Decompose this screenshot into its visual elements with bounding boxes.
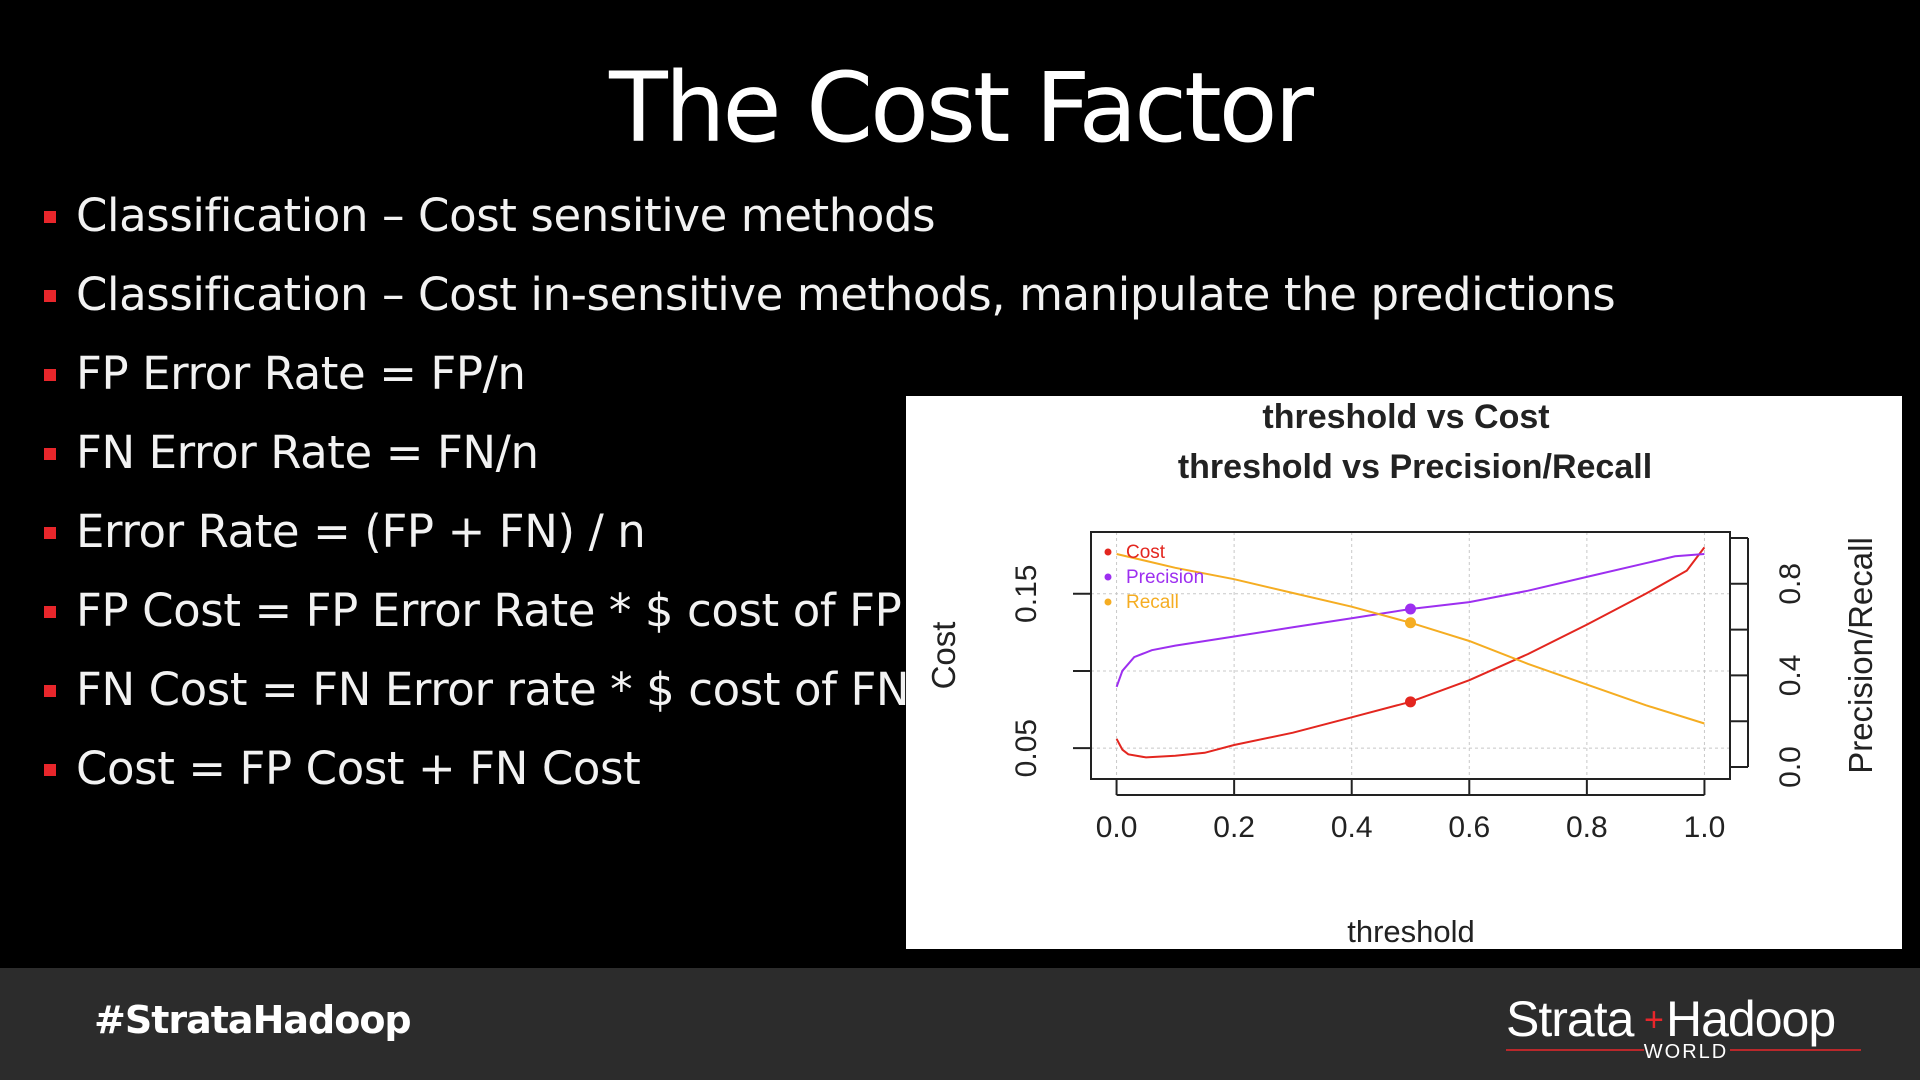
bullet-item: Error Rate = (FP + FN) / n (40, 502, 1615, 581)
legend-marker-recall (1104, 598, 1112, 606)
y2-tick-label: 0.8 (1774, 563, 1807, 605)
x-tick-label: 0.6 (1448, 811, 1490, 844)
series-line-cost (1115, 546, 1706, 759)
x-tick-label: 0.4 (1331, 811, 1373, 844)
bullet-item: Cost = FP Cost + FN Cost (40, 739, 1615, 818)
bullet-item: Classification – Cost sensitive methods (40, 186, 1615, 265)
bullet-square-icon (44, 527, 56, 539)
chart-panel: threshold vs Cost threshold vs Precision/… (906, 396, 1902, 949)
bullet-square-icon (44, 606, 56, 618)
bullet-text: FP Cost = FP Error Rate * $ cost of FP (76, 584, 902, 637)
bullet-item: FP Cost = FP Error Rate * $ cost of FP (40, 581, 1615, 660)
bullet-item: FN Error Rate = FN/n (40, 423, 1615, 502)
y2-tick-label: 0.4 (1774, 655, 1807, 697)
bullet-square-icon (44, 764, 56, 776)
legend-marker-precision (1104, 573, 1112, 581)
bullet-text: FN Cost = FN Error rate * $ cost of FN (76, 663, 910, 716)
threshold-chart: threshold vs Cost threshold vs Precision/… (925, 398, 1879, 949)
x-tick-label: 1.0 (1684, 811, 1726, 844)
legend-label-precision: Precision (1126, 567, 1204, 588)
svg-text:Strata: Strata (1506, 991, 1635, 1047)
bullet-list: Classification – Cost sensitive methods … (40, 186, 1616, 818)
y2-axis-label: Precision/Recall (1842, 537, 1879, 774)
chart-subtitle: threshold vs Precision/Recall (1178, 448, 1652, 486)
series-marker-precision (1405, 603, 1416, 615)
x-axis-label: threshold (1347, 914, 1475, 949)
bullet-square-icon (44, 290, 56, 302)
legend-marker-cost (1104, 548, 1112, 556)
bullet-text: FP Error Rate = FP/n (76, 347, 526, 400)
bullet-square-icon (44, 448, 56, 460)
bullet-square-icon (44, 369, 56, 381)
slide-title: The Cost Factor (609, 52, 1314, 164)
strata-hadoop-logo: Strata + Hadoop WORLD (1506, 991, 1861, 1063)
footer-bar: #StrataHadoop Strata + Hadoop WORLD (0, 968, 1920, 1080)
x-tick-label: 0.0 (1096, 811, 1138, 844)
plot-frame (1090, 531, 1731, 780)
legend-label-recall: Recall (1126, 592, 1179, 613)
bullet-square-icon (44, 685, 56, 697)
svg-text:+: + (1644, 1001, 1664, 1039)
y-tick-label: 0.05 (1010, 719, 1043, 777)
y-axis-label: Cost (925, 622, 962, 690)
bullet-item: FN Cost = FN Error rate * $ cost of FN (40, 660, 1615, 739)
series-marker-cost (1405, 696, 1416, 708)
chart-title: threshold vs Cost (1262, 398, 1549, 436)
slide: The Cost Factor Classification – Cost se… (40, 52, 1902, 949)
y-tick-label: 0.15 (1010, 565, 1043, 623)
bullet-text: Error Rate = (FP + FN) / n (76, 505, 646, 558)
x-tick-label: 0.2 (1213, 811, 1255, 844)
legend-label-cost: Cost (1126, 542, 1166, 563)
y2-tick-label: 0.0 (1774, 746, 1807, 788)
series-marker-recall (1405, 617, 1416, 629)
x-tick-label: 0.8 (1566, 811, 1608, 844)
bullet-text: Classification – Cost in-sensitive metho… (76, 268, 1616, 321)
series-line-precision (1115, 553, 1705, 688)
bullet-text: Cost = FP Cost + FN Cost (76, 742, 641, 795)
bullet-item: Classification – Cost in-sensitive metho… (40, 265, 1616, 344)
hashtag-text: #StrataHadoop (94, 998, 412, 1042)
bullet-square-icon (44, 211, 56, 223)
svg-text:WORLD: WORLD (1644, 1041, 1728, 1063)
svg-text:Hadoop: Hadoop (1666, 991, 1835, 1047)
bullet-item: FP Error Rate = FP/n (40, 344, 1615, 423)
bullet-text: Classification – Cost sensitive methods (76, 189, 936, 242)
bullet-text: FN Error Rate = FN/n (76, 426, 539, 479)
